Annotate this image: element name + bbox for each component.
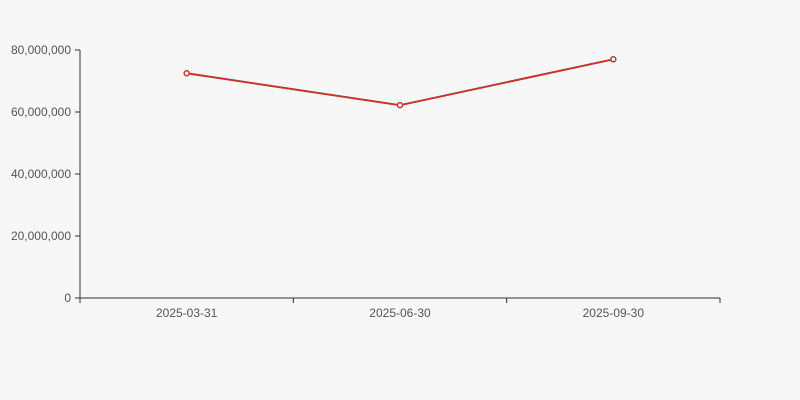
x-axis-tick-label: 2025-03-31	[156, 306, 218, 320]
y-axis-tick-label: 0	[64, 291, 71, 305]
y-axis-tick-label: 60,000,000	[11, 105, 71, 119]
y-axis-tick-label: 40,000,000	[11, 167, 71, 181]
y-axis-tick-label: 80,000,000	[11, 43, 71, 57]
x-axis-tick-label: 2025-06-30	[369, 306, 431, 320]
data-point-marker[interactable]	[396, 101, 404, 109]
x-axis-tick-label: 2025-09-30	[583, 306, 645, 320]
y-axis-tick-label: 20,000,000	[11, 229, 71, 243]
data-point-marker[interactable]	[183, 70, 190, 77]
series-line	[186, 58, 614, 107]
data-point-marker[interactable]	[610, 56, 617, 63]
